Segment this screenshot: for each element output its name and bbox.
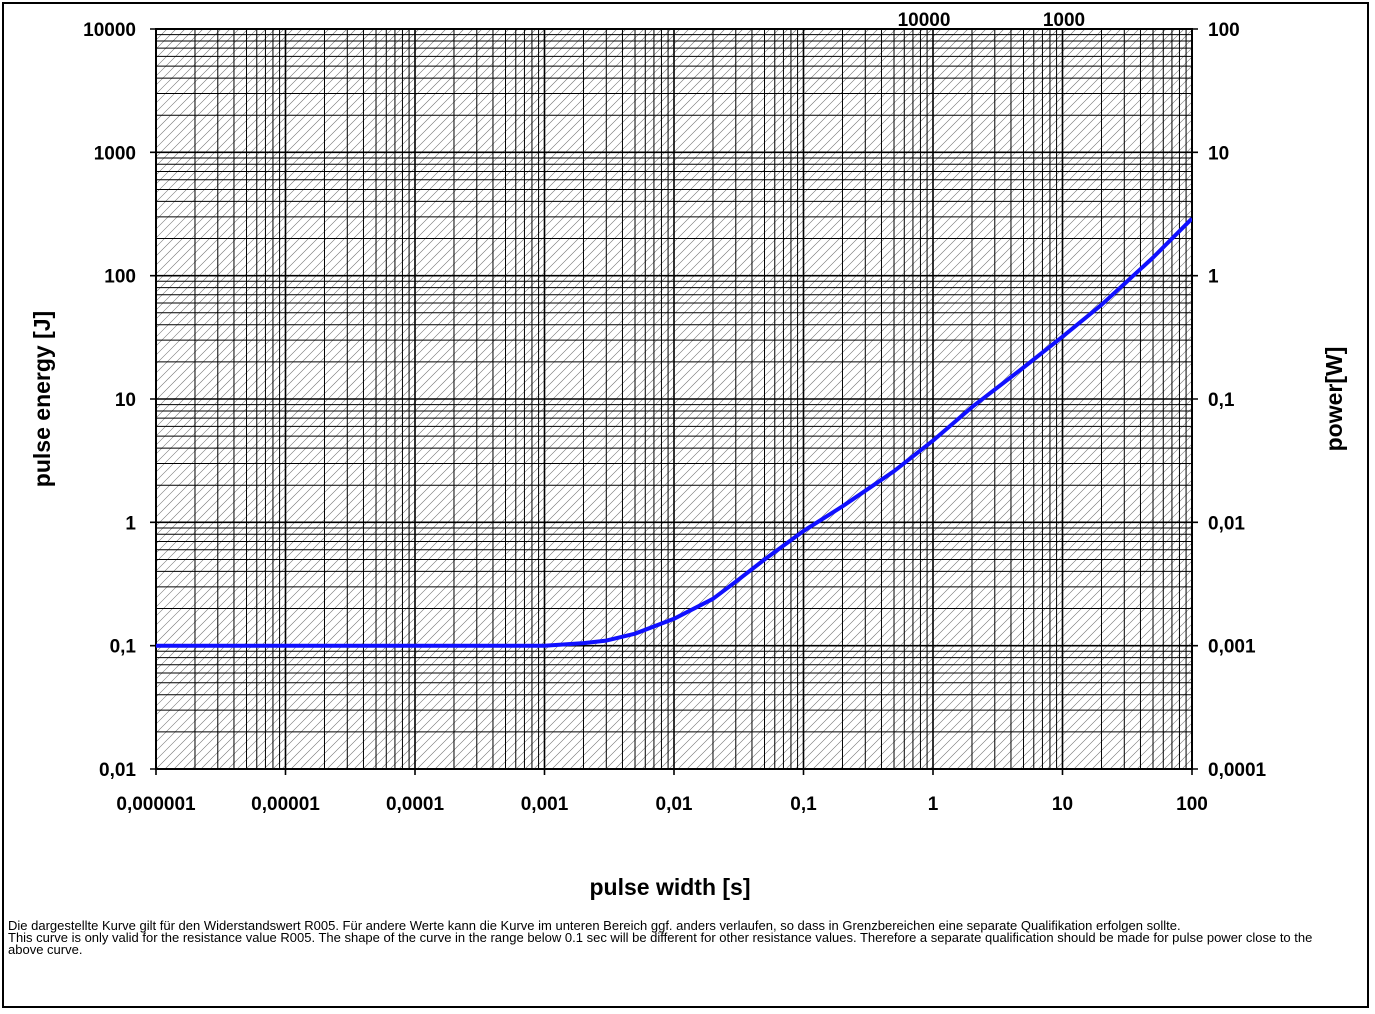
y2-tick-label: 0,001 (1208, 637, 1256, 658)
hatch-line (1353, 29, 1375, 769)
hatch-line (0, 29, 5, 769)
hatch-line (1227, 29, 1375, 769)
series-line (156, 217, 1192, 648)
footnote-german: Die dargestellte Kurve gilt für den Wide… (8, 918, 1181, 933)
y2-axis-title: power[W] (1321, 347, 1347, 452)
y-axis-title: pulse energy [J] (29, 311, 55, 487)
x-tick-label: 100 (1176, 794, 1208, 815)
x-axis-title: pulse width [s] (590, 874, 751, 900)
footnote: Die dargestellte Kurve gilt für den Wide… (8, 918, 1348, 957)
x-tick-label: 0,1 (790, 794, 817, 815)
hatch-line (0, 29, 32, 769)
hatch-line (1263, 29, 1375, 769)
y-tick-label: 0,1 (110, 637, 137, 658)
y2-tick-label: 0,0001 (1208, 760, 1267, 781)
y2-tick-label: 1 (1208, 267, 1219, 288)
plot-border (155, 28, 1193, 770)
y-tick-label: 100 (104, 267, 136, 288)
hatch-line (1362, 29, 1375, 769)
hatch-line (1218, 29, 1375, 769)
y-tick-label: 1000 (94, 143, 136, 164)
hatch-line (156, 29, 168, 41)
hatch-line (0, 29, 131, 769)
y2-tick-label: 0,1 (1208, 390, 1235, 411)
y-tick-label: 0,01 (99, 760, 136, 781)
hatch-line (0, 29, 14, 769)
y-tick-label: 10000 (83, 20, 136, 41)
hatch-line (156, 29, 177, 50)
hatch-line (1245, 29, 1375, 769)
x-tick-label: 0,01 (656, 794, 693, 815)
x-tick-label: 1 (928, 794, 939, 815)
y2-tick-label: 0,01 (1208, 513, 1245, 534)
hatch-line (1344, 29, 1375, 769)
y-tick-label: 10 (115, 390, 136, 411)
hatch-line (1254, 29, 1375, 769)
hatch-line (0, 29, 113, 769)
x-tick-label: 0,001 (521, 794, 569, 815)
footnote-english: This curve is only valid for the resista… (8, 930, 1316, 957)
x-tick-label: 10 (1052, 794, 1073, 815)
y2-tick-label: 100 (1208, 20, 1240, 41)
hatch-line (0, 29, 23, 769)
iso-line-label: 10000 (898, 10, 951, 31)
hatch-line (1236, 29, 1375, 769)
hatch-line (0, 29, 122, 769)
y2-tick-label: 10 (1208, 143, 1229, 164)
iso-line-label: 1000 (1043, 10, 1085, 31)
x-tick-label: 0,0001 (386, 794, 445, 815)
y-tick-label: 1 (125, 513, 136, 534)
x-tick-label: 0,000001 (116, 794, 196, 815)
hatch-line (1371, 29, 1375, 769)
x-tick-label: 0,00001 (251, 794, 320, 815)
